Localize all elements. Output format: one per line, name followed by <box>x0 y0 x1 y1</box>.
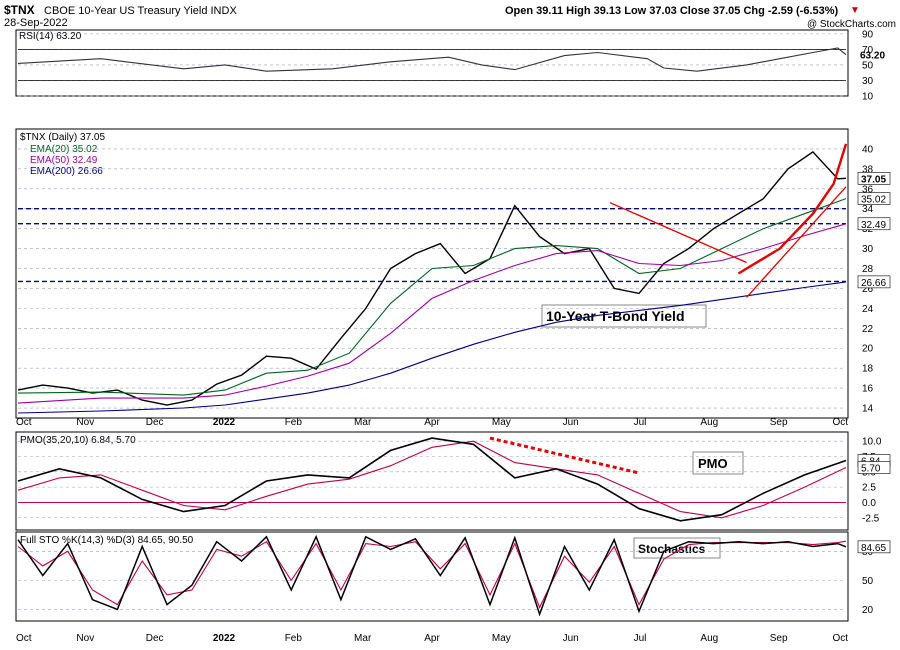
pmo-annotation: PMO <box>698 456 728 471</box>
price-value-box <box>857 275 891 289</box>
price-value-box <box>857 217 891 231</box>
pmo-tick-label: -2.5 <box>862 513 880 524</box>
rsi-legend: RSI(14) 63.20 <box>19 31 82 42</box>
sto-k-line <box>17 534 847 617</box>
trendline <box>746 186 847 298</box>
month-label: Jul <box>634 417 647 428</box>
price-tick-label: 36 <box>862 184 874 195</box>
sto-value-box <box>857 540 891 554</box>
ticker-symbol: $TNX <box>4 3 35 17</box>
legend-price: $TNX (Daily) 37.05 <box>20 132 105 143</box>
rsi-tick-label: 10 <box>862 92 874 103</box>
price-annotation-box <box>541 304 707 328</box>
price-tick-label: 38 <box>862 164 874 175</box>
legend-ema50: EMA(50) 32.49 <box>30 155 98 166</box>
month-label: Aug <box>700 633 718 644</box>
price-series-line <box>17 150 847 406</box>
price-value-label: 32.49 <box>861 220 886 231</box>
pmo-series-line <box>17 437 847 522</box>
month-label: Oct <box>832 417 848 428</box>
price-value-label: 26.66 <box>861 278 886 289</box>
month-label: Feb <box>285 633 303 644</box>
month-label: Sep <box>770 633 788 644</box>
rsi-tick-label: 70 <box>862 45 874 56</box>
down-arrow-icon: ▼ <box>850 5 860 16</box>
month-label: Oct <box>832 633 848 644</box>
month-label: 2022 <box>213 417 236 428</box>
month-label: May <box>492 417 511 428</box>
month-label: Feb <box>285 417 303 428</box>
pmo-tick-label: 0.0 <box>862 498 876 509</box>
watermark: @ StockCharts.com <box>807 19 896 30</box>
rsi-series-line <box>17 47 847 72</box>
chart-marks: 907050301063.204038363432302826242220181… <box>16 29 891 644</box>
price-value-box <box>857 172 891 185</box>
legend-ema200: EMA(200) 26.66 <box>30 166 103 177</box>
sto-tick-label: 50 <box>862 576 874 587</box>
pmo-panel <box>15 431 849 531</box>
month-label: Nov <box>76 417 94 428</box>
pmo-signal-line <box>17 440 847 519</box>
price-tick-label: 18 <box>862 364 874 375</box>
month-label: Mar <box>354 417 372 428</box>
pmo-tick-label: 2.5 <box>862 483 876 494</box>
price-value-box <box>857 192 891 205</box>
price-tick-label: 22 <box>862 324 874 335</box>
month-label: Mar <box>354 633 372 644</box>
month-label: Jun <box>563 633 579 644</box>
rsi-tick-label: 90 <box>862 29 874 40</box>
price-tick-label: 14 <box>862 404 874 415</box>
price-tick-label: 26 <box>862 284 874 295</box>
price-value-label: 37.05 <box>861 174 886 185</box>
month-label: Dec <box>146 633 164 644</box>
chart-date: 28-Sep-2022 <box>4 17 68 29</box>
pmo-value-box <box>857 461 891 474</box>
trendline <box>609 202 747 264</box>
pmo-legend: PMO(35,20,10) 6.84, 5.70 <box>20 435 136 446</box>
rsi-tick-label: 50 <box>862 60 874 71</box>
rsi-tick-label: 30 <box>862 76 874 87</box>
price-tick-label: 28 <box>862 264 874 275</box>
sto-legend: Full STO %K(14,3) %D(3) 84.65, 90.50 <box>20 535 194 546</box>
sto-panel <box>15 531 849 622</box>
month-label: Sep <box>770 417 788 428</box>
trendline <box>737 143 848 275</box>
month-label: Jul <box>634 633 647 644</box>
month-label: Dec <box>146 417 164 428</box>
ema50-series-line <box>17 223 847 404</box>
pmo-value-label: 5.70 <box>861 464 881 475</box>
rsi-current-label: 63.20 <box>860 51 885 62</box>
ema200-series-line <box>17 281 847 414</box>
price-tick-label: 16 <box>862 384 874 395</box>
sto-tick-label: 20 <box>862 605 874 616</box>
month-label: Apr <box>424 633 440 644</box>
month-label: Jun <box>563 417 579 428</box>
price-tick-label: 20 <box>862 344 874 355</box>
pmo-divergence-line <box>489 436 640 475</box>
month-label: Oct <box>16 417 32 428</box>
ema20-series-line <box>17 198 847 396</box>
price-tick-label: 40 <box>862 144 874 155</box>
month-label: Oct <box>16 633 32 644</box>
month-label: May <box>492 633 511 644</box>
month-label: Apr <box>424 417 440 428</box>
pmo-annotation-box <box>692 451 744 475</box>
pmo-tick-label: 10.0 <box>862 437 882 448</box>
ticker-name: CBOE 10-Year US Treasury Yield INDX <box>44 5 237 17</box>
legend-ema20: EMA(20) 35.02 <box>30 144 98 155</box>
price-tick-label: 30 <box>862 244 874 255</box>
month-label: 2022 <box>213 633 236 644</box>
price-annotation: 10-Year T-Bond Yield <box>546 308 685 324</box>
ohlc-readout: Open 39.11 High 39.13 Low 37.03 Close 37… <box>505 5 839 17</box>
price-tick-label: 34 <box>862 204 874 215</box>
price-value-label: 35.02 <box>861 195 886 206</box>
price-tick-label: 24 <box>862 304 874 315</box>
month-label: Nov <box>76 633 94 644</box>
price-panel <box>15 128 849 419</box>
sto-value-label: 84.65 <box>861 543 886 554</box>
month-label: Aug <box>700 417 718 428</box>
